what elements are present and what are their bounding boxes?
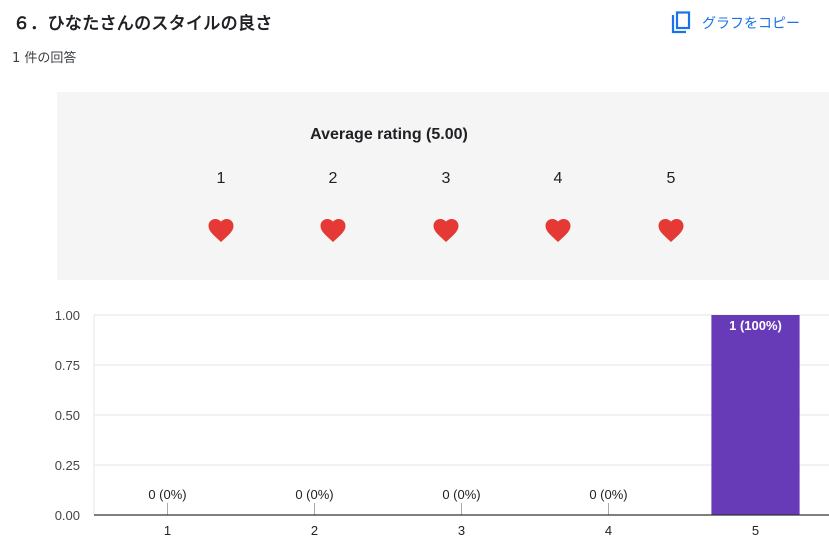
scale-number-2: 2 xyxy=(328,170,338,187)
heart-icon xyxy=(208,219,234,242)
bar xyxy=(711,315,800,515)
data-label: 1 (100%) xyxy=(729,318,782,333)
scale-number-3: 3 xyxy=(441,170,451,187)
heart-icon xyxy=(320,219,346,242)
x-tick-label: 2 xyxy=(311,523,318,538)
scale-number-5: 5 xyxy=(666,170,676,187)
x-tick-label: 4 xyxy=(605,523,612,538)
copy-chart-button[interactable]: グラフをコピー xyxy=(670,8,800,38)
data-label: 0 (0%) xyxy=(148,487,186,502)
x-tick-label: 5 xyxy=(752,523,759,538)
data-label: 0 (0%) xyxy=(589,487,627,502)
response-count: 1 件の回答 xyxy=(12,51,77,66)
copy-chart-label: グラフをコピー xyxy=(702,16,800,32)
data-label: 0 (0%) xyxy=(295,487,333,502)
average-rating: Average rating (5.00) xyxy=(310,126,468,143)
copy-icon xyxy=(671,11,691,34)
y-tick-label: 0.25 xyxy=(55,458,80,473)
x-tick-label: 1 xyxy=(164,523,171,538)
heart-icon xyxy=(433,219,459,242)
y-tick-label: 1.00 xyxy=(55,308,80,323)
scale-number-4: 4 xyxy=(553,170,563,187)
heart-icon xyxy=(658,219,684,242)
question-title: ６．ひなたさんのスタイルの良さ xyxy=(13,14,273,34)
y-tick-label: 0.75 xyxy=(55,358,80,373)
x-tick-label: 3 xyxy=(458,523,465,538)
heart-icon xyxy=(545,219,571,242)
bar-chart: 0.00 0.25 0.50 0.75 1.00 0 (0%) 1 0 (0%) 2 0 (0%)… xyxy=(55,308,829,538)
y-tick-label: 0.50 xyxy=(55,408,80,423)
data-label: 0 (0%) xyxy=(442,487,480,502)
scale-number-1: 1 xyxy=(216,170,226,187)
y-tick-label: 0.00 xyxy=(55,508,80,523)
rating-summary-panel xyxy=(57,92,829,280)
